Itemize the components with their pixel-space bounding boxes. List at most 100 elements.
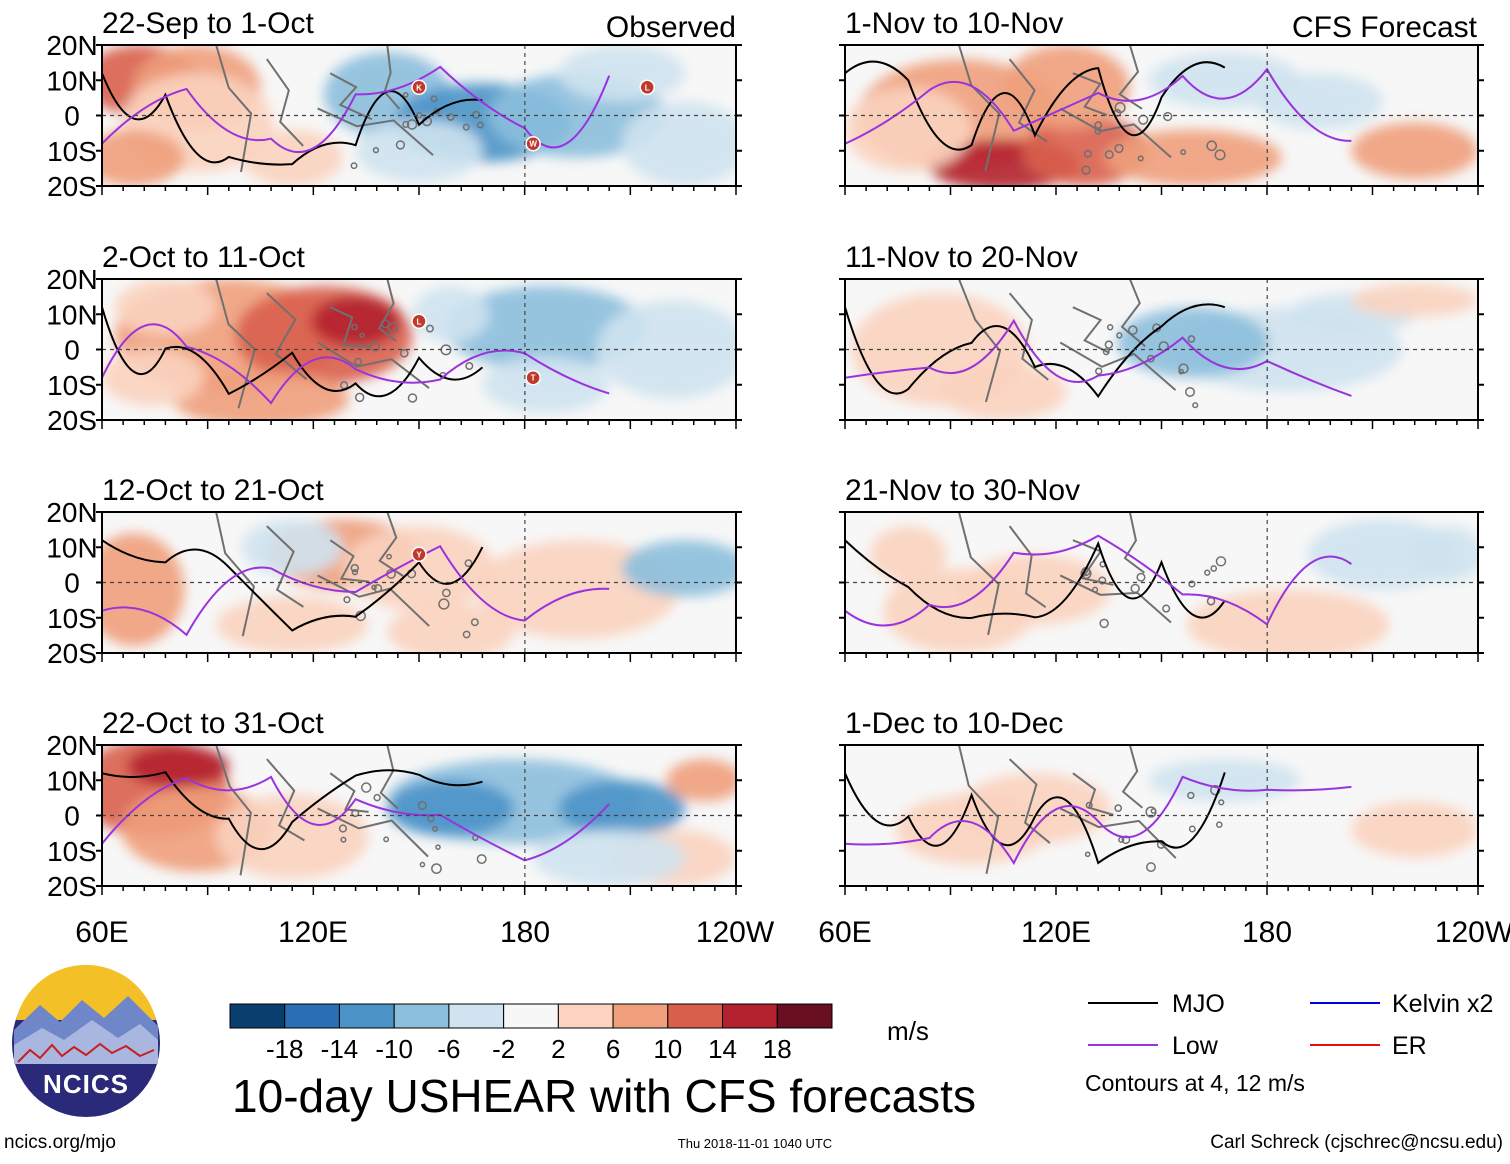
panel-fc1: 1-Nov to 10-Nov	[839, 7, 1484, 195]
coastline-segment	[379, 745, 399, 810]
low-contour	[102, 544, 610, 637]
lat-label: 10N	[46, 765, 97, 796]
island	[1137, 155, 1144, 162]
island	[373, 584, 383, 593]
shading	[102, 45, 736, 186]
storm-letter: Y	[416, 550, 422, 559]
island	[1150, 808, 1157, 814]
coastline	[958, 279, 1199, 409]
island	[465, 361, 474, 370]
colorbar-swatch	[393, 1003, 450, 1029]
shear-blob	[939, 363, 1067, 420]
lat-label: 0	[64, 335, 80, 366]
coastline	[215, 45, 484, 173]
colorbar-tick-label: 18	[763, 1034, 792, 1064]
storm-letter: L	[645, 83, 650, 92]
island	[417, 801, 427, 811]
lat-label: 0	[64, 568, 80, 599]
low-contour	[102, 65, 611, 154]
shear-blob	[1351, 122, 1478, 179]
shear-blob	[127, 745, 229, 788]
island	[1104, 340, 1114, 349]
shear-blob	[621, 101, 736, 186]
island	[343, 596, 351, 604]
colorbar: -18 -14 -10 -6 -2 2 6 10 14 18	[229, 1003, 833, 1064]
island	[462, 123, 470, 131]
island	[350, 563, 359, 573]
coastline	[215, 745, 487, 876]
shear-blob	[596, 300, 736, 399]
lat-label: 20S	[47, 638, 97, 669]
shear-blob	[102, 349, 204, 406]
island	[1216, 821, 1223, 828]
low-contour	[845, 775, 1352, 866]
panel-title: 12-Oct to 21-Oct	[102, 474, 324, 507]
lon-tick-60e-r: 60E	[818, 916, 871, 949]
island	[354, 392, 365, 403]
island	[433, 107, 440, 115]
island	[339, 381, 349, 390]
storm-marker	[525, 369, 541, 386]
low-contour	[845, 67, 1352, 145]
shear-blob	[1408, 526, 1478, 583]
shear-blob	[114, 279, 217, 336]
lat-label: 20N	[46, 497, 97, 528]
coastline-segment	[215, 45, 253, 173]
island	[359, 332, 365, 338]
shear-blob	[311, 295, 400, 347]
panel-title: 22-Oct to 31-Oct	[102, 707, 324, 740]
mjo-contour	[845, 539, 1226, 619]
coastline-segment	[1072, 539, 1114, 586]
island	[435, 844, 441, 850]
storm-letter: W	[529, 140, 537, 149]
coastline-segment	[266, 525, 304, 608]
island	[1114, 143, 1124, 154]
island	[1095, 367, 1103, 375]
lon-tick-120w-r: 120W	[1435, 916, 1510, 949]
island	[1214, 149, 1226, 161]
panel-title: 22-Sep to 1-Oct	[102, 7, 314, 40]
mjo-contour	[102, 306, 484, 398]
lat-label: 10S	[47, 836, 97, 867]
island	[472, 110, 481, 119]
coastline	[957, 745, 1225, 874]
island	[399, 348, 409, 358]
colorbar-swatch	[338, 1003, 395, 1029]
colorbar-tick-label: 2	[551, 1034, 565, 1064]
island	[1185, 386, 1196, 397]
shear-blob	[102, 533, 185, 646]
panel-title: 2-Oct to 11-Oct	[102, 241, 306, 274]
shear-blob	[666, 759, 736, 802]
lon-axis-left: 60E 120E 180 120W	[75, 916, 775, 949]
colorbar-swatch	[557, 1003, 614, 1029]
colorbar-tick-label: -10	[375, 1034, 413, 1064]
island	[462, 630, 471, 639]
shading	[845, 45, 1478, 186]
storm-marker	[411, 79, 427, 96]
coastline-segment	[378, 512, 404, 577]
island	[354, 357, 363, 366]
panel-title: 1-Dec to 10-Dec	[845, 707, 1063, 740]
island	[1104, 150, 1114, 160]
lat-label: 0	[64, 101, 80, 132]
island	[1218, 799, 1225, 806]
island	[1092, 586, 1099, 593]
island	[338, 824, 348, 833]
lat-label: 10N	[46, 532, 97, 563]
shear-blob	[387, 603, 515, 653]
shear-blob	[558, 45, 686, 102]
shear-blob	[958, 554, 1111, 625]
mjo-contour	[845, 60, 1226, 151]
island	[441, 588, 451, 598]
mjo-contour	[102, 769, 483, 851]
island	[402, 120, 410, 129]
colorbar-tick-label: 10	[653, 1034, 682, 1064]
island	[1187, 335, 1196, 343]
coastline-segment	[1008, 758, 1051, 844]
coastline-segment	[266, 58, 304, 147]
island	[1130, 583, 1140, 594]
lat-label: 20S	[47, 171, 97, 202]
field-layer	[845, 45, 1478, 186]
island	[1116, 332, 1123, 339]
